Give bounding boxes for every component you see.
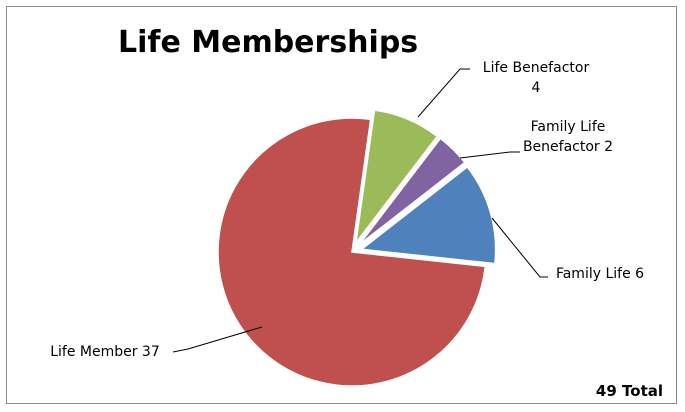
- chart-title: Life Memberships: [118, 25, 418, 60]
- leader-line-family-life: [491, 217, 548, 278]
- slice-label-life-benefactor: Life Benefactor 4: [483, 60, 590, 96]
- leader-line-life-benefactor: [417, 68, 470, 118]
- pie-slice-life-benefactor: [354, 109, 439, 246]
- slice-label-family-life: Family Life 6: [556, 266, 644, 282]
- pie-slice-life-member: [217, 117, 487, 387]
- pie-slices: [217, 109, 497, 387]
- leader-lines: [172, 68, 548, 353]
- slice-labels: Life Member 37 Life Benefactor 4 Family Lif…: [50, 60, 644, 360]
- pie-slice-family-life: [359, 165, 497, 265]
- slice-label-life-member: Life Member 37: [50, 344, 160, 360]
- slice-label-family-life-benefactor: Family Life Benefactor 2: [523, 119, 613, 155]
- leader-line-family-life-benefactor: [459, 151, 520, 159]
- leader-line-life-member: [172, 326, 263, 353]
- total-label: 49 Total: [596, 382, 663, 400]
- pie-slice-family-life-benefactor: [358, 137, 466, 246]
